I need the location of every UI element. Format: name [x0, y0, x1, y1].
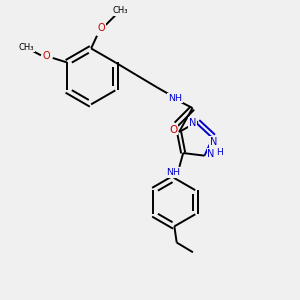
Text: NH: NH [167, 168, 181, 177]
Text: N: N [207, 149, 215, 159]
Text: CH₃: CH₃ [113, 6, 128, 15]
Text: NH: NH [168, 94, 182, 103]
Text: O: O [169, 124, 178, 134]
Text: O: O [98, 23, 105, 33]
Text: CH₃: CH₃ [19, 43, 34, 52]
Text: H: H [216, 148, 223, 157]
Text: N: N [210, 137, 217, 147]
Text: O: O [43, 51, 50, 61]
Text: N: N [189, 118, 196, 128]
